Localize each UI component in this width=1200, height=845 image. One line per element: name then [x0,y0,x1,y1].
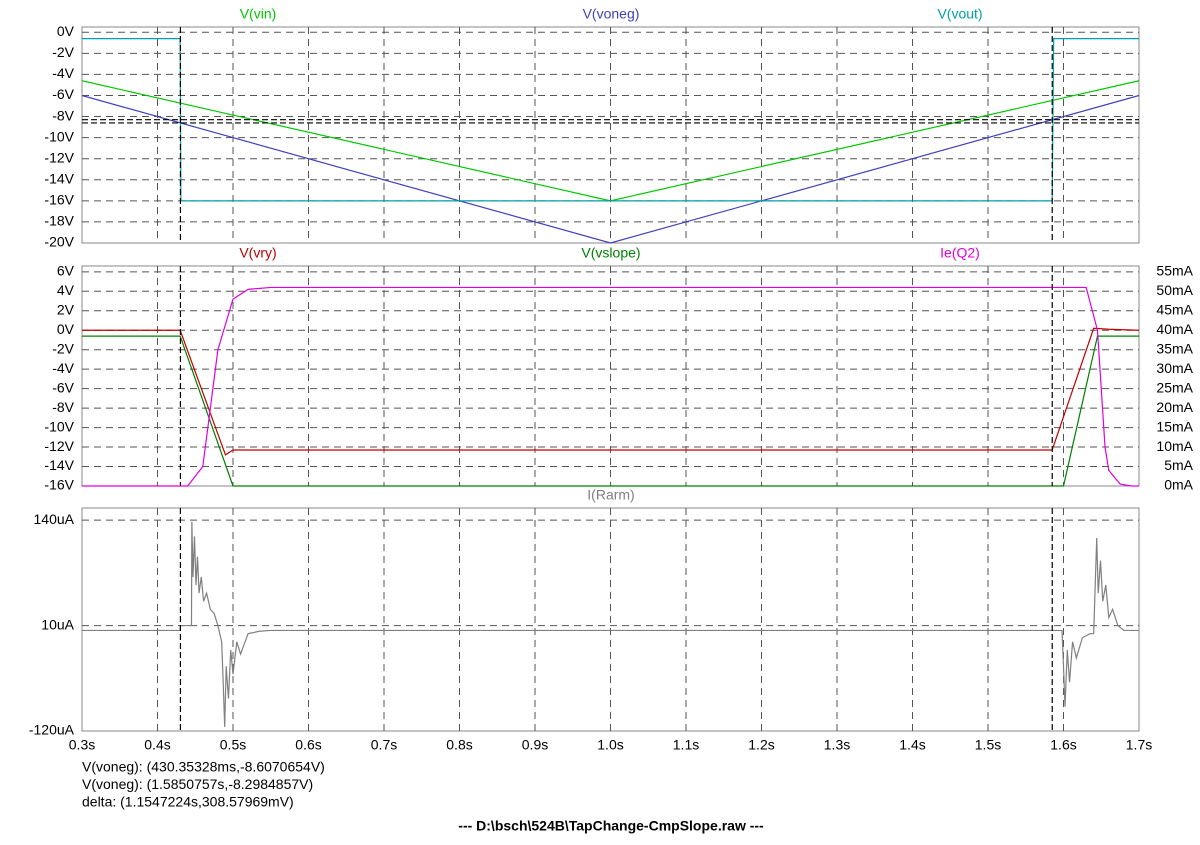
y-tick-label: -10V [44,128,74,144]
cursor-readout: V(voneg): (430.35328ms,-8.6070654V) [82,759,325,775]
y-tick-label: 0V [57,321,75,337]
series-line [82,37,1139,202]
series-label: V(voneg) [583,6,640,22]
series-label: I(Rarm) [587,487,634,503]
y-tick-label: 6V [57,263,75,279]
y2-tick-label: 10mA [1156,438,1193,454]
y-tick-label: 0V [57,23,75,39]
y2-tick-label: 45mA [1156,301,1193,317]
series-line [82,327,1140,456]
y-tick-label: 140uA [34,511,75,527]
series-label: V(vslope) [581,245,640,261]
series-line [81,94,1140,244]
y-tick-label: -16V [44,477,74,493]
y2-tick-label: 25mA [1156,379,1193,395]
cursor-readout: V(voneg): (1.5850757s,-8.2984857V) [82,776,313,792]
x-tick-label: 1.7s [1126,737,1152,753]
y2-tick-label: 5mA [1164,457,1193,473]
x-tick-label: 0.4s [144,737,170,753]
y2-tick-label: 15mA [1156,418,1193,434]
x-tick-label: 0.9s [522,737,548,753]
y2-tick-label: 50mA [1156,282,1193,298]
y-tick-label: 2V [57,301,75,317]
x-tick-label: 1.3s [824,737,850,753]
series-label: Ie(Q2) [940,245,980,261]
y-tick-label: -12V [44,438,74,454]
y-tick-label: -14V [44,457,74,473]
file-title: --- D:\bsch\524B\TapChange-CmpSlope.raw … [458,818,764,834]
series-line [82,286,1139,487]
y-tick-label: -6V [52,379,74,395]
x-tick-label: 1.5s [975,737,1001,753]
series-line [82,335,1139,487]
series-line [82,521,1139,727]
y-tick-label: -8V [52,107,74,123]
y-tick-label: -6V [52,86,74,102]
y2-tick-label: 20mA [1156,399,1193,415]
y-tick-label: -4V [52,65,74,81]
y2-tick-label: 35mA [1156,340,1193,356]
series-label: V(vin) [240,6,277,22]
y-tick-label: -18V [44,213,74,229]
x-tick-label: 1.4s [899,737,925,753]
series-label: V(vout) [937,6,982,22]
x-tick-label: 1.6s [1050,737,1076,753]
x-tick-label: 0.6s [295,737,321,753]
x-tick-label: 0.3s [69,737,95,753]
y-tick-label: -16V [44,192,74,208]
y-tick-label: -20V [44,234,74,250]
y-tick-label: -4V [52,360,74,376]
y2-tick-label: 55mA [1156,263,1193,279]
y-tick-label: -2V [52,340,74,356]
y-tick-label: -120uA [29,722,75,738]
y-tick-label: -2V [52,44,74,60]
y-tick-label: -8V [52,399,74,415]
x-tick-label: 1.1s [673,737,699,753]
cursor-delta: delta: (1.1547224s,308.57969mV) [82,794,294,810]
x-tick-label: 1.2s [748,737,774,753]
y-tick-label: 10uA [41,616,74,632]
y-tick-label: -12V [44,149,74,165]
y2-tick-label: 0mA [1164,477,1193,493]
y2-tick-label: 30mA [1156,360,1193,376]
x-tick-label: 0.5s [220,737,246,753]
x-tick-label: 0.7s [371,737,397,753]
x-tick-label: 0.8s [446,737,472,753]
y-tick-label: 4V [57,282,75,298]
x-tick-label: 1.0s [597,737,623,753]
y-tick-label: -10V [44,418,74,434]
y-tick-label: -14V [44,170,74,186]
y2-tick-label: 40mA [1156,321,1193,337]
series-label: V(vry) [239,245,276,261]
